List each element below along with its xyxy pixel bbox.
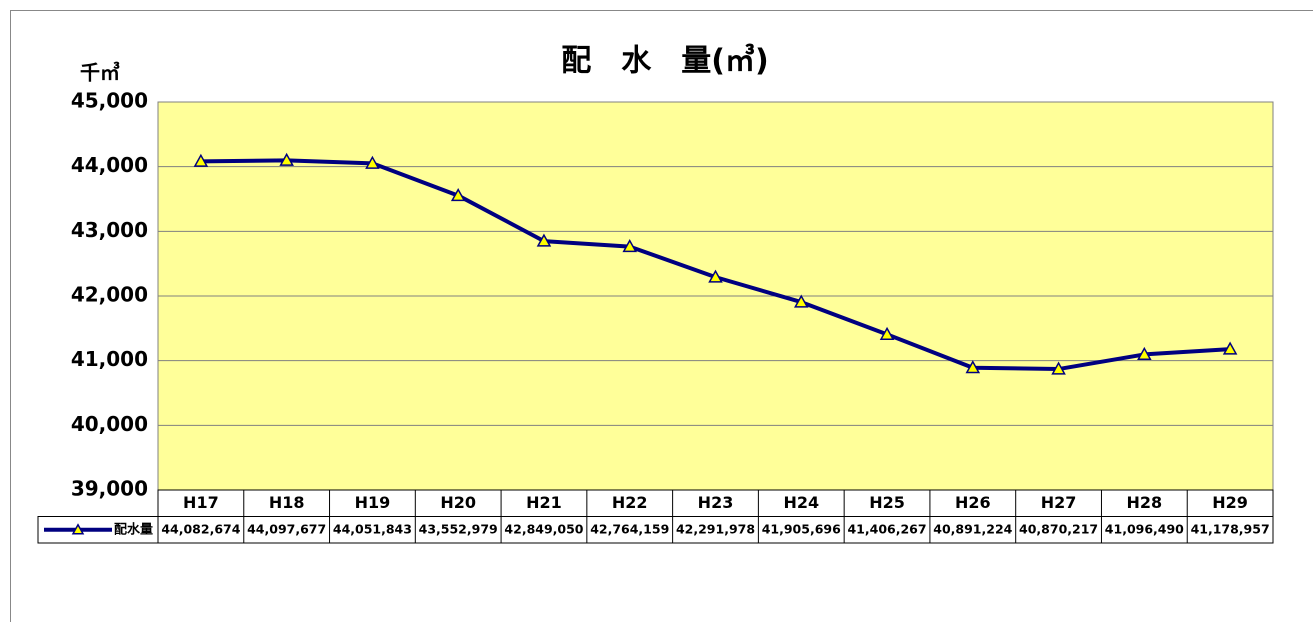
x-tick-label: H29 (1212, 493, 1248, 512)
y-tick-label: 40,000 (71, 412, 148, 436)
y-tick-label: 41,000 (71, 347, 148, 371)
x-tick-label: H25 (869, 493, 905, 512)
legend-marker (71, 523, 85, 535)
data-marker (1051, 361, 1066, 375)
data-table-value: 41,096,490 (1105, 521, 1184, 536)
y-tick-label: 39,000 (71, 477, 148, 501)
data-table-value: 44,082,674 (161, 521, 240, 536)
x-tick-label: H17 (183, 493, 219, 512)
data-table-value: 44,097,677 (247, 521, 326, 536)
data-table-value: 42,849,050 (504, 521, 583, 536)
legend-label: 配水量 (114, 521, 153, 537)
y-tick-label: 45,000 (71, 89, 148, 113)
data-table-value: 41,178,957 (1191, 521, 1270, 536)
y-tick-label: 43,000 (71, 218, 148, 242)
x-tick-label: H20 (440, 493, 476, 512)
x-tick-label: H24 (783, 493, 819, 512)
data-table-value: 40,870,217 (1019, 521, 1098, 536)
y-axis-unit: 千㎥ (80, 61, 120, 85)
data-table-value: 40,891,224 (933, 521, 1012, 536)
x-tick-label: H18 (269, 493, 305, 512)
x-tick-label: H26 (955, 493, 991, 512)
data-marker (1137, 346, 1152, 360)
data-marker (1222, 341, 1238, 355)
x-tick-label: H22 (612, 493, 648, 512)
data-table-value: 41,905,696 (762, 521, 841, 536)
data-marker (279, 152, 294, 166)
data-table-value: 41,406,267 (847, 521, 926, 536)
data-marker (622, 239, 638, 253)
data-marker (536, 233, 552, 247)
data-marker (793, 294, 809, 308)
y-tick-label: 44,000 (71, 153, 148, 177)
data-marker (450, 188, 466, 202)
data-marker (879, 326, 895, 340)
data-table-value: 42,764,159 (590, 521, 669, 536)
data-table-value: 42,291,978 (676, 521, 755, 536)
data-marker (193, 153, 209, 167)
data-table-value: 43,552,979 (419, 521, 498, 536)
x-tick-label: H28 (1127, 493, 1163, 512)
data-marker (365, 155, 380, 169)
data-marker (708, 269, 723, 283)
data-marker (965, 360, 981, 374)
x-tick-label: H27 (1041, 493, 1077, 512)
x-tick-label: H21 (526, 493, 562, 512)
x-tick-label: H19 (355, 493, 391, 512)
chart-title: 配 水 量(㎥) (561, 44, 768, 79)
x-tick-label: H23 (698, 493, 734, 512)
y-tick-label: 42,000 (71, 283, 148, 307)
data-table-value: 44,051,843 (333, 521, 412, 536)
